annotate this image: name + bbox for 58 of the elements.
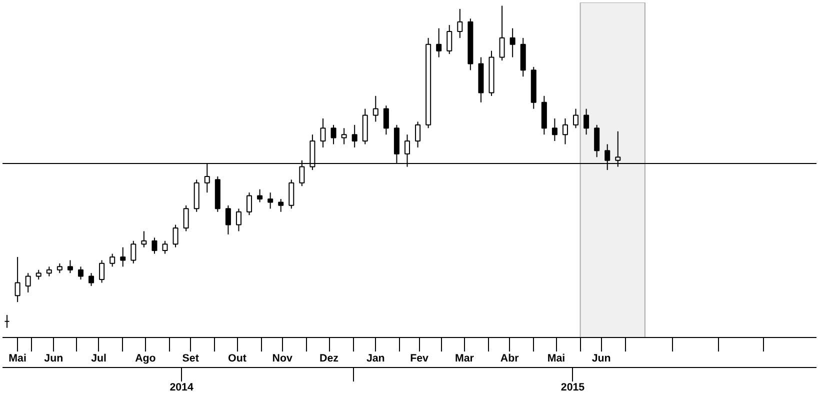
x-tick-label: Abr [500, 352, 519, 364]
candlestick [88, 272, 94, 286]
candlestick [225, 204, 231, 235]
candlestick [141, 230, 147, 248]
candlestick [4, 314, 10, 328]
x-tick-label: Ago [135, 352, 156, 364]
x-tick-label: Set [182, 352, 200, 364]
x-tick-label: Mar [454, 352, 474, 364]
x2-tick-label: 2015 [560, 382, 585, 393]
candlestick [499, 5, 505, 61]
candlestick [67, 260, 73, 274]
candlestick [457, 8, 463, 38]
x-tick-label: Jun [592, 352, 611, 364]
candlestick [78, 266, 84, 280]
x-tick-label: Fev [410, 352, 429, 364]
candlestick [341, 128, 347, 145]
candlestick [36, 269, 42, 280]
candlestick [120, 246, 126, 268]
candlestick [372, 95, 378, 122]
candlestick [594, 124, 600, 158]
candlestick [46, 266, 52, 277]
candlestick [415, 121, 421, 148]
candlestick [320, 118, 326, 148]
candlestick [257, 188, 263, 203]
candlestick [330, 124, 336, 145]
x-tick-label: Mai [547, 352, 566, 364]
candlestick [268, 192, 274, 210]
candlestick [183, 204, 189, 232]
candlestick [162, 240, 168, 254]
x-tick-label: Out [228, 352, 247, 364]
candlestick [584, 108, 590, 136]
candlestick [288, 179, 294, 210]
candlestick [110, 253, 116, 268]
x-tick-label: Jul [91, 352, 107, 364]
candlestick [278, 198, 284, 212]
candlestick [436, 28, 442, 58]
candlestick [130, 240, 136, 264]
x-tick-label: Dez [320, 352, 338, 364]
candlestick [562, 118, 568, 145]
candlestick [172, 224, 178, 248]
x2-tick-label: 2014 [170, 382, 194, 393]
candlestick [14, 256, 20, 303]
candlestick [246, 192, 252, 216]
x-tick-label: Mai [8, 352, 26, 364]
x-tick-label: Jun [44, 352, 64, 364]
candlestick [552, 118, 558, 142]
candlestick [446, 24, 452, 55]
candlestick [510, 28, 516, 58]
candlestick [56, 262, 62, 274]
candlestick [352, 124, 358, 148]
x-tick-label: Jan [366, 352, 385, 364]
candlestick [25, 272, 31, 293]
candlestick [99, 260, 105, 284]
candlestick [152, 237, 158, 254]
candlestick [383, 105, 389, 136]
candlestick [236, 208, 242, 232]
x-tick-label: Nov [272, 352, 292, 364]
candlestick [573, 108, 579, 129]
